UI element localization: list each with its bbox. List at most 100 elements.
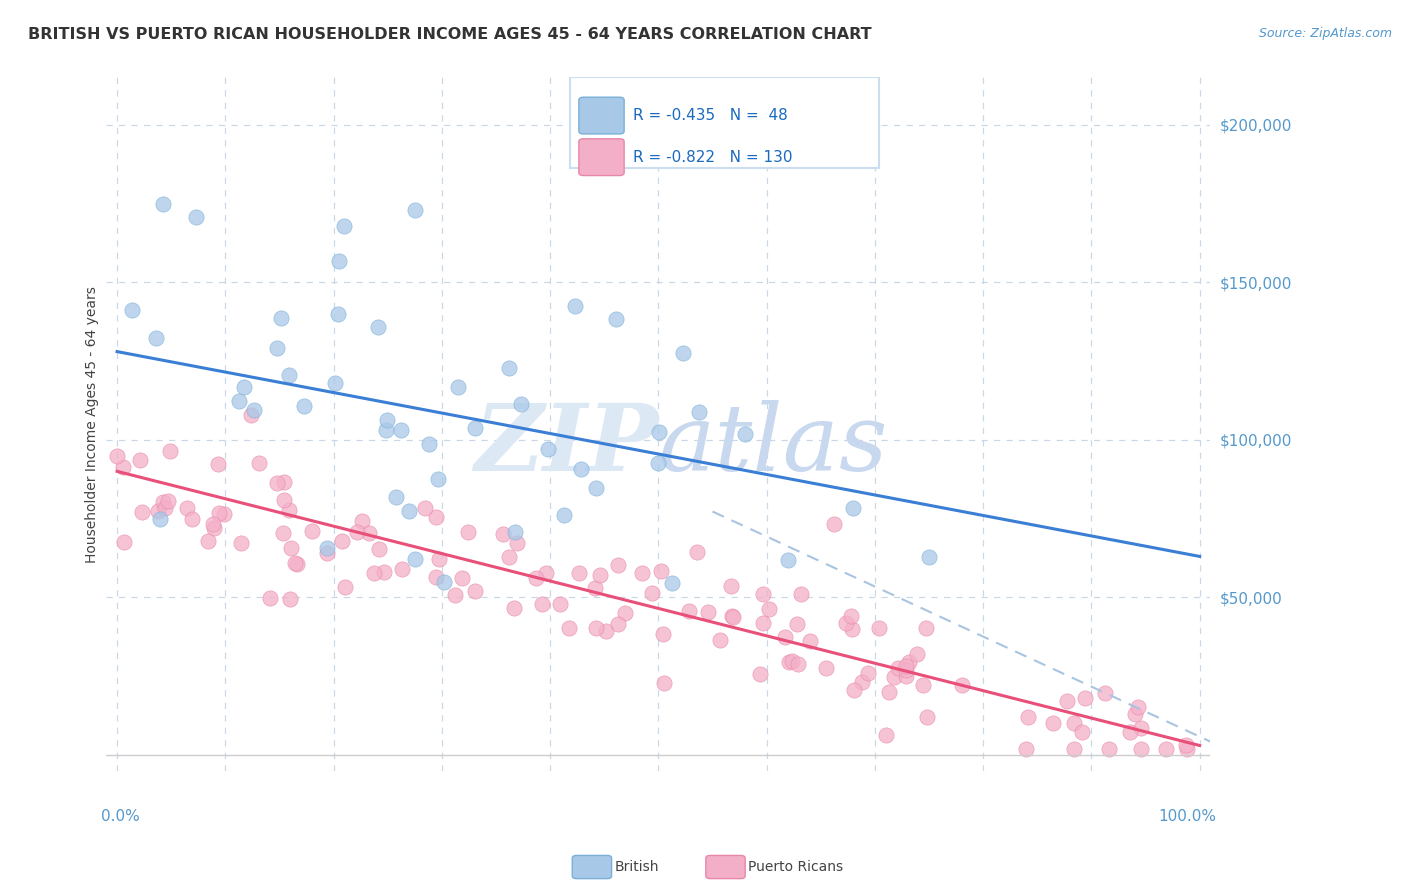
Point xyxy=(823,517,845,532)
Point xyxy=(404,202,426,217)
Point xyxy=(678,604,700,618)
Point xyxy=(208,506,231,520)
Point xyxy=(841,622,863,636)
Point xyxy=(734,426,756,441)
Point xyxy=(1042,715,1064,730)
Point xyxy=(384,490,406,504)
Point xyxy=(564,299,586,313)
Point xyxy=(212,507,235,521)
Text: 0.0%: 0.0% xyxy=(101,809,139,824)
Point xyxy=(531,597,554,611)
Point xyxy=(233,380,256,394)
Point xyxy=(883,670,905,684)
Point xyxy=(197,533,219,548)
Point xyxy=(790,587,813,601)
Point xyxy=(505,525,527,540)
Point xyxy=(149,512,172,526)
Point xyxy=(721,609,744,624)
Point xyxy=(391,562,413,576)
Point xyxy=(284,556,307,570)
Point xyxy=(413,500,436,515)
Point xyxy=(457,524,479,539)
Point xyxy=(510,397,533,411)
Point xyxy=(112,534,135,549)
Point xyxy=(650,565,672,579)
Point xyxy=(128,453,150,467)
Point xyxy=(207,457,229,471)
Point xyxy=(278,502,301,516)
Point xyxy=(814,661,837,675)
Point xyxy=(159,443,181,458)
Point xyxy=(686,545,709,559)
Point xyxy=(851,674,873,689)
Point xyxy=(1174,738,1197,752)
Point xyxy=(1056,694,1078,708)
Point xyxy=(918,550,941,565)
Point xyxy=(498,549,520,564)
Point xyxy=(389,423,412,437)
Point xyxy=(548,597,571,611)
Point xyxy=(557,621,579,635)
Point xyxy=(157,494,180,508)
Point xyxy=(328,254,350,268)
Point xyxy=(1015,741,1038,756)
Point xyxy=(842,501,865,516)
Point xyxy=(280,541,302,556)
Point xyxy=(148,504,170,518)
Point xyxy=(614,606,637,620)
Point xyxy=(292,399,315,413)
Text: ZIP: ZIP xyxy=(474,400,658,490)
Point xyxy=(425,509,447,524)
Point xyxy=(429,551,451,566)
Point xyxy=(153,500,176,515)
Point xyxy=(326,307,349,321)
Text: Source: ZipAtlas.com: Source: ZipAtlas.com xyxy=(1258,27,1392,40)
Point xyxy=(875,728,897,742)
Point xyxy=(316,541,339,556)
Point xyxy=(534,566,557,580)
Point xyxy=(1017,710,1039,724)
Point xyxy=(363,566,385,581)
Point xyxy=(786,617,808,632)
Text: R = -0.822   N = 130: R = -0.822 N = 130 xyxy=(633,150,793,165)
Point xyxy=(152,494,174,508)
Point xyxy=(202,521,225,535)
Point xyxy=(748,667,770,681)
Point xyxy=(844,682,866,697)
Point xyxy=(426,472,449,486)
Point xyxy=(152,197,174,211)
Point xyxy=(752,587,775,601)
FancyBboxPatch shape xyxy=(579,97,624,134)
Point xyxy=(425,570,447,584)
Point xyxy=(301,524,323,538)
Y-axis label: Householder Income Ages 45 - 64 years: Householder Income Ages 45 - 64 years xyxy=(86,285,100,563)
Point xyxy=(398,504,420,518)
Point xyxy=(688,404,710,418)
Point xyxy=(721,609,744,624)
Point xyxy=(1063,741,1085,756)
Point xyxy=(605,312,627,326)
Point xyxy=(229,536,252,550)
Point xyxy=(647,425,669,439)
Point xyxy=(418,437,440,451)
Point xyxy=(537,442,560,456)
Point xyxy=(1175,741,1198,756)
Point xyxy=(773,631,796,645)
Point xyxy=(451,571,474,585)
Point xyxy=(720,579,742,593)
Point xyxy=(571,461,593,475)
Point xyxy=(778,553,800,567)
Point xyxy=(443,588,465,602)
Text: Puerto Ricans: Puerto Ricans xyxy=(748,860,844,874)
Point xyxy=(145,331,167,345)
Point xyxy=(375,412,398,426)
Point xyxy=(346,524,368,539)
Point xyxy=(595,624,617,638)
Point xyxy=(1130,741,1153,756)
Point xyxy=(898,655,921,669)
Point xyxy=(835,616,858,631)
FancyBboxPatch shape xyxy=(579,139,624,176)
Point xyxy=(266,476,288,491)
Point xyxy=(404,551,426,566)
Point xyxy=(228,394,250,409)
